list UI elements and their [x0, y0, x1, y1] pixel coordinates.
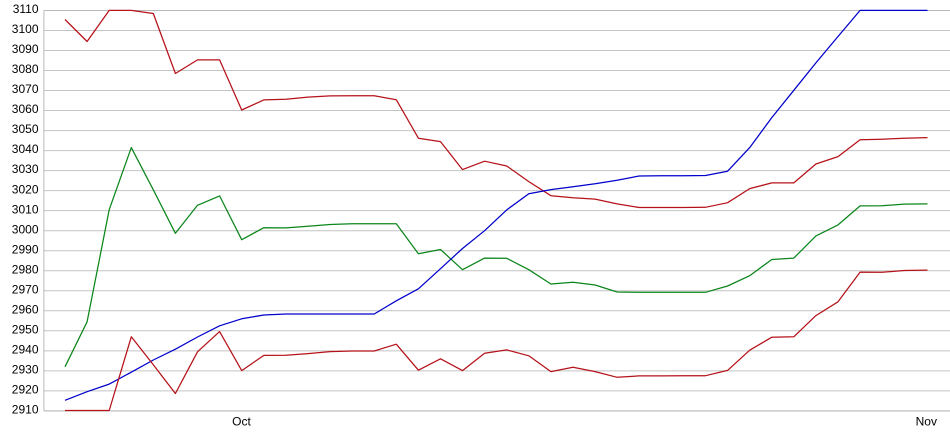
- svg-text:2980: 2980: [12, 262, 39, 276]
- svg-text:3040: 3040: [12, 142, 39, 156]
- svg-text:3100: 3100: [12, 22, 39, 36]
- svg-text:2960: 2960: [12, 302, 39, 316]
- svg-text:3080: 3080: [12, 62, 39, 76]
- svg-text:2910: 2910: [12, 402, 39, 416]
- svg-text:2940: 2940: [12, 342, 39, 356]
- svg-text:2950: 2950: [12, 322, 39, 336]
- svg-text:2970: 2970: [12, 282, 39, 296]
- svg-text:2990: 2990: [12, 242, 39, 256]
- svg-text:3030: 3030: [12, 162, 39, 176]
- svg-text:3110: 3110: [13, 2, 39, 16]
- svg-text:3090: 3090: [12, 42, 39, 56]
- svg-text:3020: 3020: [12, 182, 39, 196]
- svg-text:3050: 3050: [12, 122, 39, 136]
- svg-text:3070: 3070: [12, 82, 39, 96]
- svg-text:2920: 2920: [12, 382, 39, 396]
- svg-text:3000: 3000: [12, 222, 39, 236]
- svg-text:2930: 2930: [12, 362, 39, 376]
- svg-text:Oct: Oct: [232, 415, 251, 429]
- svg-text:3010: 3010: [12, 202, 39, 216]
- svg-text:Nov: Nov: [916, 415, 937, 429]
- svg-text:3060: 3060: [12, 102, 39, 116]
